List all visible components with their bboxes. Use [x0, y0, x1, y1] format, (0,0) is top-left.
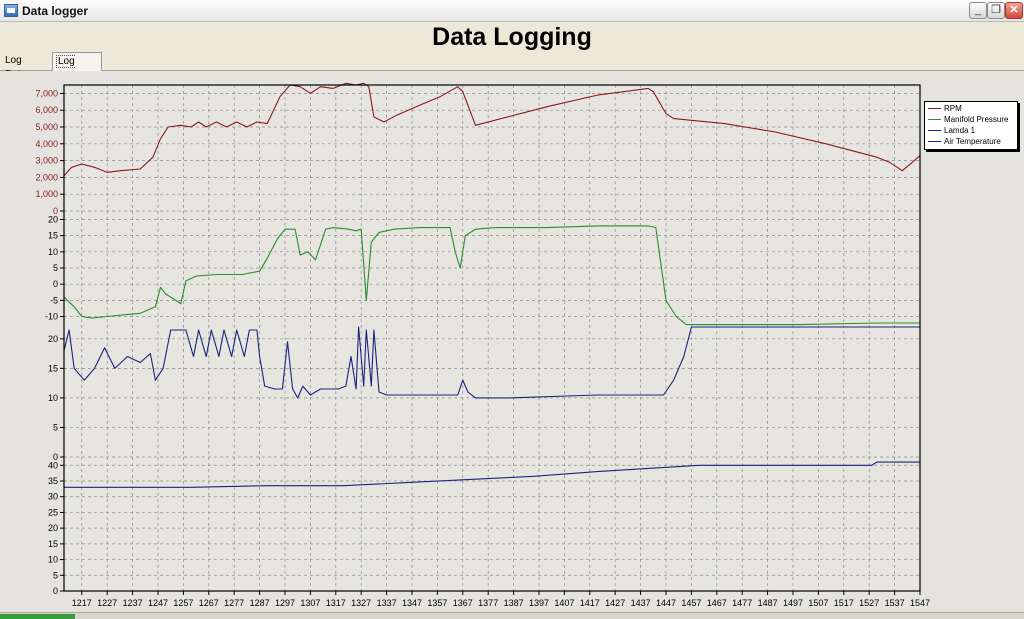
- x-tick-label: 1457: [681, 598, 701, 608]
- y-tick-label: 5: [53, 263, 58, 273]
- x-tick-label: 1447: [656, 598, 676, 608]
- x-tick-label: 1487: [758, 598, 778, 608]
- x-tick-label: 1217: [72, 598, 92, 608]
- y-tick-label: 10: [48, 555, 58, 565]
- y-tick-label: -10: [45, 312, 58, 322]
- tab-strip: Log Data Log Chart: [0, 52, 1024, 85]
- legend-swatch-lamda-1: [928, 130, 941, 132]
- x-tick-label: 1357: [427, 598, 447, 608]
- x-tick-label: 1527: [859, 598, 879, 608]
- series-line-lamda-1: [63, 326, 920, 399]
- x-tick-label: 1287: [250, 598, 270, 608]
- x-tick-label: 1297: [275, 598, 295, 608]
- app-icon: [4, 4, 18, 17]
- y-tick-label: 3,000: [35, 156, 58, 166]
- x-tick-label: 1397: [529, 598, 549, 608]
- log-chart: 1217 1227 1237 1247 1257 1267 1277 1287 1297 1307…: [35, 82, 930, 608]
- series-line-air-temperature: [64, 461, 920, 488]
- x-tick-label: 1247: [148, 598, 168, 608]
- x-tick-label: 1267: [199, 598, 219, 608]
- y-tick-label: 5: [53, 422, 58, 432]
- y-tick-label: 4,000: [35, 139, 58, 149]
- x-tick-label: 1307: [300, 598, 320, 608]
- y-tick-label: 5,000: [35, 122, 58, 132]
- y-tick-label: 15: [48, 539, 58, 549]
- y-tick-label: -5: [50, 295, 58, 305]
- y-tick-label: 35: [48, 476, 58, 486]
- series-line-manifold-pressure: [63, 225, 920, 326]
- legend-label-air-temperature: Air Temperature: [944, 137, 1001, 146]
- chart-legend: RPM Manifold Pressure Lamda 1 Air Temper…: [924, 101, 1018, 150]
- restore-button[interactable]: ❐: [987, 2, 1005, 19]
- page-title: Data Logging: [432, 23, 592, 51]
- x-tick-label: 1387: [504, 598, 524, 608]
- x-tick-label: 1327: [351, 598, 371, 608]
- y-tick-label: 1,000: [35, 189, 58, 199]
- x-tick-label: 1547: [910, 598, 930, 608]
- x-tick-label: 1407: [554, 598, 574, 608]
- x-tick-label: 1367: [453, 598, 473, 608]
- y-tick-label: 0: [53, 586, 58, 596]
- y-tick-label: 7,000: [35, 88, 58, 98]
- legend-label-rpm: RPM: [944, 104, 962, 113]
- chart-panel: 1217 1227 1237 1247 1257 1267 1277 1287 1297 1307…: [0, 71, 1024, 612]
- legend-label-manifold-pressure: Manifold Pressure: [944, 115, 1009, 124]
- x-tick-label: 1437: [631, 598, 651, 608]
- x-tick-label: 1417: [580, 598, 600, 608]
- x-tick-label: 1467: [707, 598, 727, 608]
- minimize-button[interactable]: _: [969, 2, 987, 19]
- plot-area: [64, 85, 920, 591]
- y-tick-label: 10: [48, 393, 58, 403]
- y-tick-label: 5: [53, 570, 58, 580]
- legend-label-lamda-1: Lamda 1: [944, 126, 976, 135]
- series-line-rpm: [63, 82, 921, 177]
- y-tick-label: 10: [48, 247, 58, 257]
- y-tick-label: 0: [53, 452, 58, 462]
- plot-border: [63, 84, 921, 592]
- x-tick-label: 1277: [224, 598, 244, 608]
- legend-swatch-rpm: [928, 108, 941, 110]
- x-tick-label: 1227: [97, 598, 117, 608]
- x-tick-label: 1257: [173, 598, 193, 608]
- y-tick-label: 15: [48, 363, 58, 373]
- tab-log-data[interactable]: Log Data: [5, 55, 26, 80]
- y-tick-label: 2,000: [35, 172, 58, 182]
- y-tick-label: 40: [48, 460, 58, 470]
- y-tick-label: 20: [48, 334, 58, 344]
- y-tick-label: 20: [48, 214, 58, 224]
- legend-swatch-manifold-pressure: [928, 119, 941, 121]
- y-tick-label: 0: [53, 206, 58, 216]
- x-tick-label: 1337: [377, 598, 397, 608]
- x-tick-label: 1537: [885, 598, 905, 608]
- y-tick-label: 25: [48, 507, 58, 517]
- x-tick-label: 1477: [732, 598, 752, 608]
- window-titlebar: Data logger _ ❐ ✕: [0, 0, 1024, 22]
- y-tick-label: 20: [48, 523, 58, 533]
- y-tick-label: 6,000: [35, 105, 58, 115]
- x-tick-label: 1347: [402, 598, 422, 608]
- x-tick-label: 1497: [783, 598, 803, 608]
- x-tick-label: 1237: [123, 598, 143, 608]
- close-button[interactable]: ✕: [1005, 2, 1023, 19]
- tab-log-chart[interactable]: Log Chart: [52, 52, 102, 85]
- y-tick-label: 30: [48, 492, 58, 502]
- x-tick-label: 1517: [834, 598, 854, 608]
- y-tick-label: 0: [53, 279, 58, 289]
- status-strip: [0, 612, 1024, 619]
- x-tick-label: 1317: [326, 598, 346, 608]
- x-tick-label: 1377: [478, 598, 498, 608]
- y-tick-label: 15: [48, 231, 58, 241]
- window-title: Data logger: [22, 4, 89, 18]
- x-tick-label: 1427: [605, 598, 625, 608]
- legend-swatch-air-temperature: [928, 141, 941, 143]
- x-tick-label: 1507: [808, 598, 828, 608]
